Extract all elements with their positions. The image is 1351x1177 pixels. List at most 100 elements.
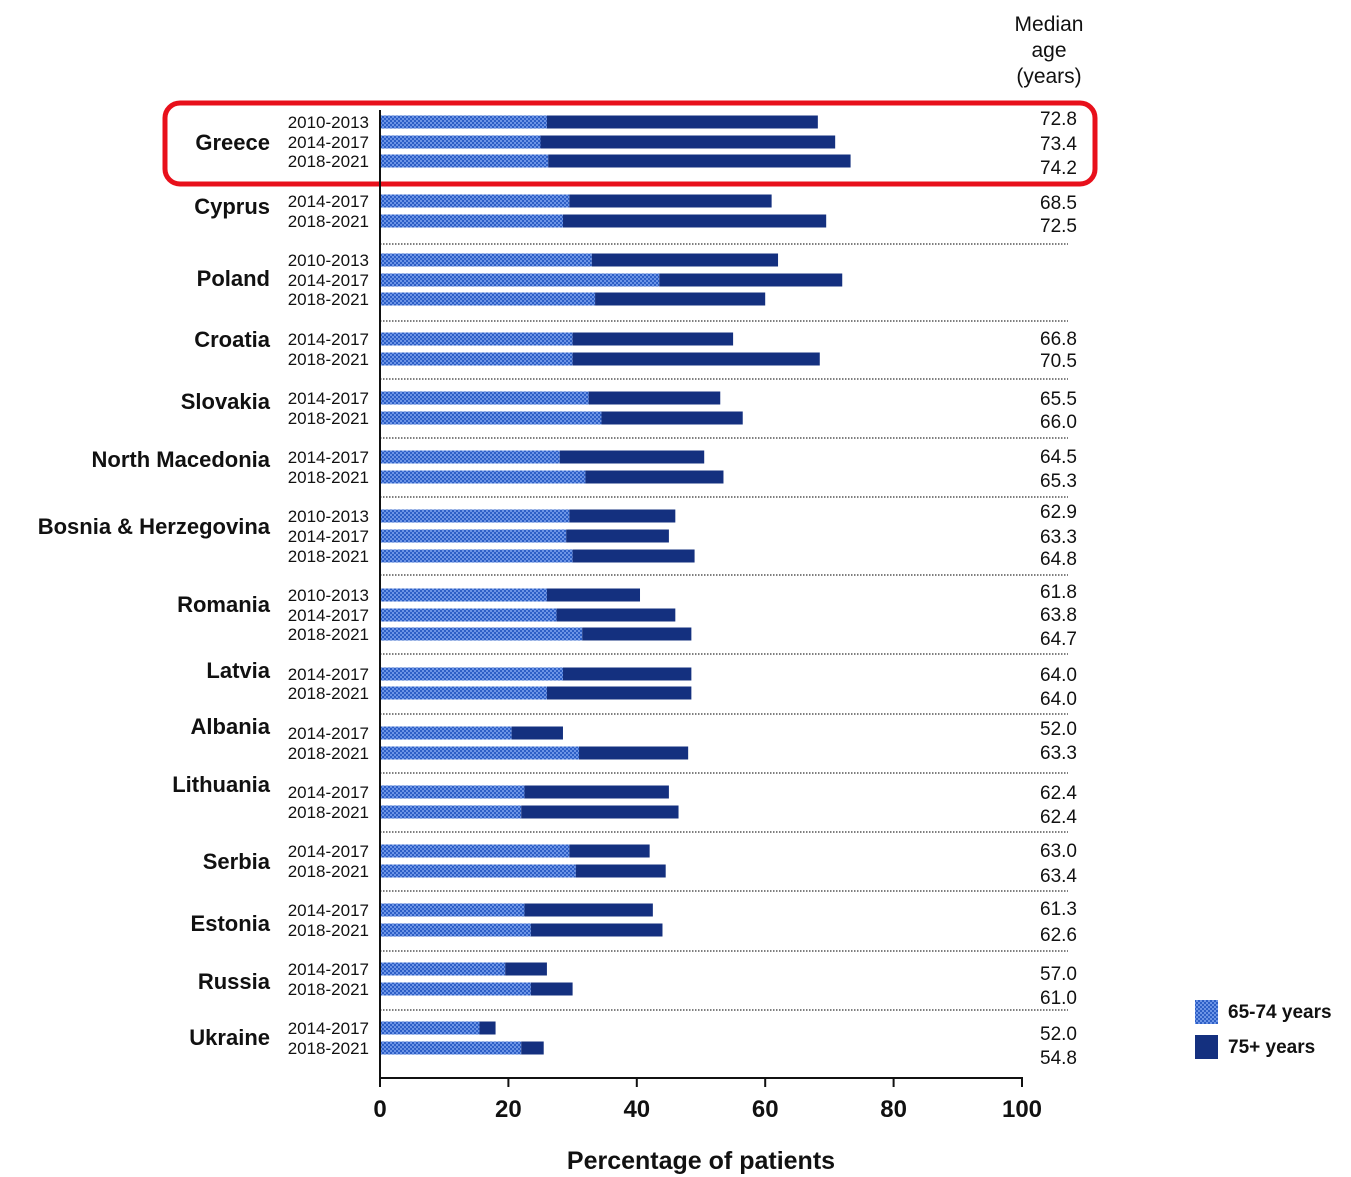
median-age-value: 61.8 <box>1040 582 1077 603</box>
bar-65-74-segment <box>380 727 512 740</box>
group-cyprus: Cyprus 2014-2017 68.5 2018-2021 72.5 <box>194 192 1077 244</box>
median-age-value: 72.5 <box>1040 216 1077 237</box>
x-tick-label: 100 <box>1002 1096 1042 1123</box>
period-label: 2018-2021 <box>288 547 369 566</box>
bar-75-plus-segment <box>505 963 547 976</box>
bar-75-plus-segment <box>531 924 663 937</box>
period-label: 2018-2021 <box>288 803 369 822</box>
period-label: 2018-2021 <box>288 409 369 428</box>
x-tick-label: 60 <box>752 1096 779 1123</box>
bar-75-plus-segment <box>592 254 778 267</box>
period-label: 2018-2021 <box>288 684 369 703</box>
bar-65-74-segment <box>380 116 547 129</box>
country-label-serbia: Serbia <box>203 849 271 874</box>
x-tick-label: 80 <box>880 1096 907 1123</box>
bar-75-plus-segment <box>573 333 734 346</box>
period-label: 2010-2013 <box>288 113 369 132</box>
bar-65-74-segment <box>380 412 601 425</box>
median-age-value: 57.0 <box>1040 964 1077 985</box>
period-label: 2014-2017 <box>288 783 369 802</box>
bar-75-plus-segment <box>524 786 668 799</box>
bar-65-74-segment <box>380 924 531 937</box>
bar-65-74-segment <box>380 136 541 149</box>
period-label: 2010-2013 <box>288 251 369 270</box>
bar-75-plus-segment <box>576 865 666 878</box>
bar-75-plus-segment <box>601 412 742 425</box>
median-age-value: 65.3 <box>1040 471 1077 492</box>
bar-75-plus-segment <box>512 727 563 740</box>
country-label-croatia: Croatia <box>194 327 271 352</box>
country-label-poland: Poland <box>197 266 270 291</box>
median-age-value: 54.8 <box>1040 1048 1077 1069</box>
bar-75-plus-segment <box>585 471 723 484</box>
period-label: 2014-2017 <box>288 527 369 546</box>
bar-65-74-segment <box>380 904 524 917</box>
bar-65-74-segment <box>380 628 582 641</box>
median-age-value: 63.3 <box>1040 743 1077 764</box>
bar-75-plus-segment <box>579 747 688 760</box>
bar-65-74-segment <box>380 353 573 366</box>
bar-65-74-segment <box>380 530 566 543</box>
period-label: 2014-2017 <box>288 901 369 920</box>
bar-65-74-segment <box>380 963 505 976</box>
median-age-header-line-1: Median <box>1015 13 1084 36</box>
group-greece: Greece 2010-2013 72.8 2014-2017 73.4 2018-202… <box>195 109 1077 179</box>
bar-75-plus-segment <box>569 845 649 858</box>
country-label-lithuania: Lithuania <box>172 772 271 797</box>
period-label: 2018-2021 <box>288 468 369 487</box>
bar-75-plus-segment <box>573 353 820 366</box>
bar-75-plus-segment <box>548 155 850 168</box>
bar-75-plus-segment <box>547 589 640 602</box>
x-tick-label: 0 <box>373 1096 386 1123</box>
bar-75-plus-segment <box>547 116 818 129</box>
median-age-value: 73.4 <box>1040 134 1077 155</box>
period-label: 2014-2017 <box>288 133 369 152</box>
country-label-cyprus: Cyprus <box>194 194 270 219</box>
bar-groups: Greece 2010-2013 72.8 2014-2017 73.4 2018-202… <box>38 103 1095 1069</box>
median-age-value: 64.8 <box>1040 549 1077 570</box>
country-label-greece: Greece <box>195 130 270 155</box>
bar-65-74-segment <box>380 786 524 799</box>
bar-65-74-segment <box>380 806 521 819</box>
bar-75-plus-segment <box>557 609 676 622</box>
median-age-value: 74.2 <box>1040 158 1077 179</box>
bar-65-74-segment <box>380 550 573 563</box>
bar-65-74-segment <box>380 589 547 602</box>
bar-75-plus-segment <box>563 668 691 681</box>
median-age-header-line-3: (years) <box>1016 65 1081 88</box>
group-north-macedonia: North Macedonia 2014-2017 64.5 2018-2021 65.… <box>92 447 1077 497</box>
median-age-value: 61.3 <box>1040 899 1077 920</box>
median-age-value: 52.0 <box>1040 719 1077 740</box>
median-age-value: 72.8 <box>1040 109 1077 130</box>
country-label-north-macedonia: North Macedonia <box>92 447 271 472</box>
bar-75-plus-segment <box>521 1042 543 1055</box>
legend-label-65-74-years: 65-74 years <box>1228 1002 1332 1023</box>
median-age-value: 64.5 <box>1040 447 1077 468</box>
median-age-value: 64.0 <box>1040 689 1077 710</box>
median-age-value: 63.4 <box>1040 866 1077 887</box>
period-label: 2018-2021 <box>288 625 369 644</box>
bar-75-plus-segment <box>659 274 842 287</box>
bar-65-74-segment <box>380 392 589 405</box>
bar-65-74-segment <box>380 254 592 267</box>
median-age-value: 68.5 <box>1040 193 1077 214</box>
period-label: 2018-2021 <box>288 350 369 369</box>
period-label: 2010-2013 <box>288 507 369 526</box>
bar-75-plus-segment <box>524 904 652 917</box>
bar-65-74-segment <box>380 293 595 306</box>
period-label: 2014-2017 <box>288 389 369 408</box>
period-label: 2018-2021 <box>288 862 369 881</box>
period-label: 2018-2021 <box>288 744 369 763</box>
period-label: 2018-2021 <box>288 921 369 940</box>
median-age-value: 63.0 <box>1040 841 1077 862</box>
country-label-romania: Romania <box>177 592 271 617</box>
bar-65-74-segment <box>380 668 563 681</box>
bar-65-74-segment <box>380 155 548 168</box>
period-label: 2018-2021 <box>288 980 369 999</box>
x-tick-label: 40 <box>623 1096 650 1123</box>
group-romania: Romania 2010-2013 61.82014-2017 63.82018-20… <box>177 582 1077 654</box>
bar-65-74-segment <box>380 215 563 228</box>
bar-65-74-segment <box>380 451 560 464</box>
group-croatia: Croatia 2014-2017 66.8 2018-2021 70.5 <box>194 327 1077 379</box>
